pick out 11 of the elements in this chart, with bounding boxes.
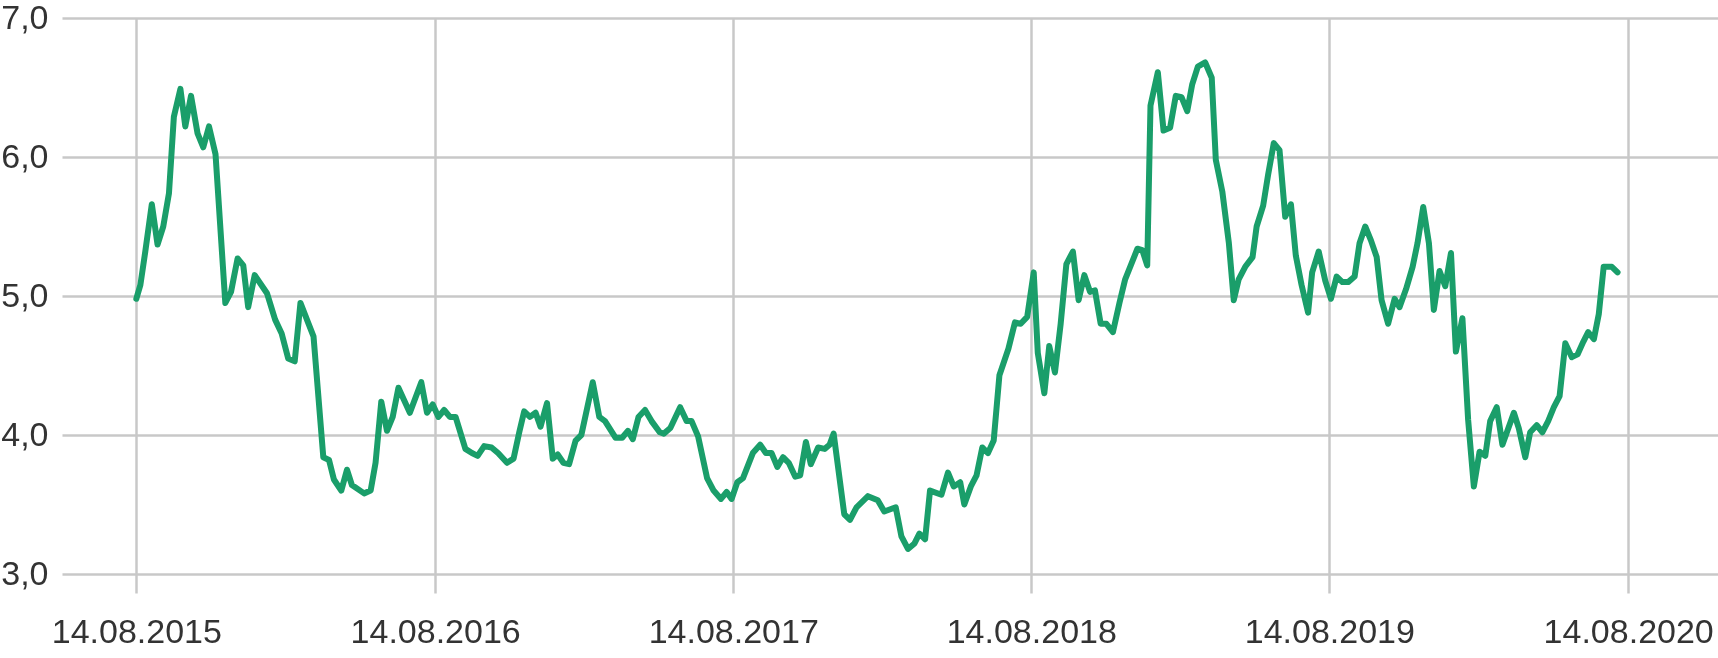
x-tick-label: 14.08.2019 [1244, 611, 1415, 650]
x-tick-label: 14.08.2020 [1543, 611, 1714, 650]
y-tick-label: 6,0 [1, 136, 49, 175]
x-tick-label: 14.08.2017 [648, 611, 819, 650]
x-tick-label: 14.08.2015 [51, 611, 222, 650]
x-tick-label: 14.08.2016 [350, 611, 521, 650]
x-tick-label: 14.08.2018 [946, 611, 1117, 650]
y-tick-label: 4,0 [1, 414, 49, 453]
y-tick-label: 5,0 [1, 275, 49, 314]
y-tick-label: 7,0 [1, 0, 49, 36]
y-tick-label: 3,0 [1, 553, 49, 592]
